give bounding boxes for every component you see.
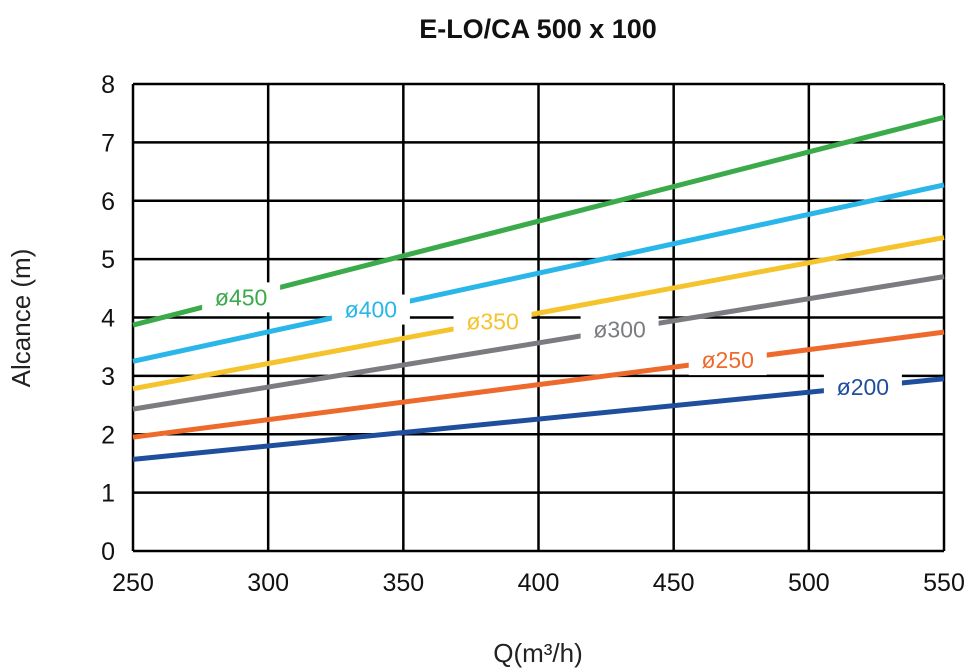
x-tick-label: 550 [923,569,965,597]
series-label-ø450: ø450 [215,284,267,310]
x-axis-label: Q(m³/h) [493,638,583,668]
series-label-bg [331,294,410,325]
x-tick-label: 250 [112,569,154,597]
series-line-ø250 [132,329,945,440]
y-tick-label: 8 [101,71,115,99]
series-labels: ø450 ø400 ø350 ø300 ø250 ø200 [202,282,902,402]
x-tick-label: 450 [653,569,695,597]
chart-title: E-LO/CA 500 x 100 [419,14,657,44]
x-tick-label: 400 [518,569,560,597]
y-tick-label: 2 [101,421,115,449]
x-tick-label: 350 [382,569,424,597]
series-line-ø400 [132,182,945,364]
x-tick-label: 500 [788,569,830,597]
series-line-ø200 [132,376,945,462]
series-label-bg [580,314,659,345]
series-label-ø350: ø350 [466,309,518,335]
grid [131,82,946,553]
y-axis-label: Alcance (m) [6,249,36,388]
series-label-bg [688,345,767,376]
series-label-ø200: ø200 [837,374,889,400]
series-label-ø250: ø250 [702,347,754,373]
series-line-ø300 [132,274,945,412]
y-tick-label: 1 [101,480,115,508]
series-label-bg [202,282,281,313]
y-tick-label: 7 [101,129,115,157]
series-label-bg [823,371,902,402]
series-label-ø300: ø300 [593,317,645,343]
y-tick-label: 0 [101,538,115,566]
y-tick-label: 5 [101,246,115,274]
x-axis-ticks: 250 300 350 400 450 500 550 [112,569,965,597]
y-tick-label: 6 [101,188,115,216]
y-axis-ticks: 0 1 2 3 4 5 6 7 8 [101,71,115,566]
series-line-ø350 [132,235,945,392]
y-tick-label: 3 [101,363,115,391]
series-label-ø400: ø400 [345,297,397,323]
series-label-bg [453,306,532,337]
y-tick-label: 4 [101,305,115,333]
x-tick-label: 300 [247,569,289,597]
